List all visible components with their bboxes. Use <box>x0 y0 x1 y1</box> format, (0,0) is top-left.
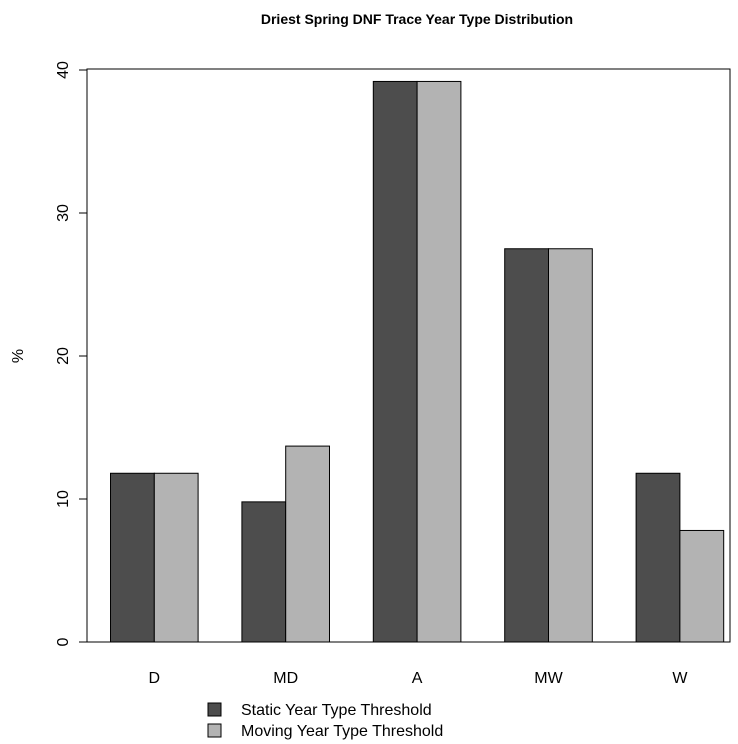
legend-swatch <box>207 723 222 738</box>
bar-mw-series-2 <box>548 248 593 643</box>
y-tick-label: 10 <box>55 490 72 508</box>
bar-w-series-1 <box>635 472 681 643</box>
x-tick-labels: D MD A MW W <box>149 670 689 687</box>
legend-swatch <box>207 702 222 717</box>
bar-d-series-2 <box>153 472 199 643</box>
x-tick-label: W <box>672 670 688 687</box>
legend-label: Static Year Type Threshold <box>241 702 432 719</box>
bar-w-series-2 <box>679 529 725 643</box>
legend: Static Year Type Threshold Moving Year Ty… <box>207 702 443 740</box>
legend-label: Moving Year Type Threshold <box>241 723 443 740</box>
y-tick-label: 30 <box>55 204 72 222</box>
bar-a-series-2 <box>416 80 462 643</box>
bar-mw-series-1 <box>504 248 550 643</box>
bar-a-series-1 <box>372 80 418 643</box>
y-axis-label: % <box>10 349 27 363</box>
y-tick-label: 0 <box>55 637 72 646</box>
chart-title: Driest Spring DNF Trace Year Type Distri… <box>261 11 573 27</box>
bar-md-series-1 <box>241 501 287 643</box>
y-tick-label: 20 <box>55 347 72 365</box>
bar-md-series-2 <box>285 445 331 643</box>
bar-d-series-1 <box>110 472 155 643</box>
x-tick-label: MW <box>534 670 563 687</box>
x-tick-label: D <box>149 670 161 687</box>
x-tick-label: MD <box>273 670 298 687</box>
y-tick-label: 40 <box>55 61 72 79</box>
y-axis: 0 10 20 30 40 <box>55 61 88 646</box>
bars <box>110 80 725 643</box>
x-tick-label: A <box>412 670 423 687</box>
